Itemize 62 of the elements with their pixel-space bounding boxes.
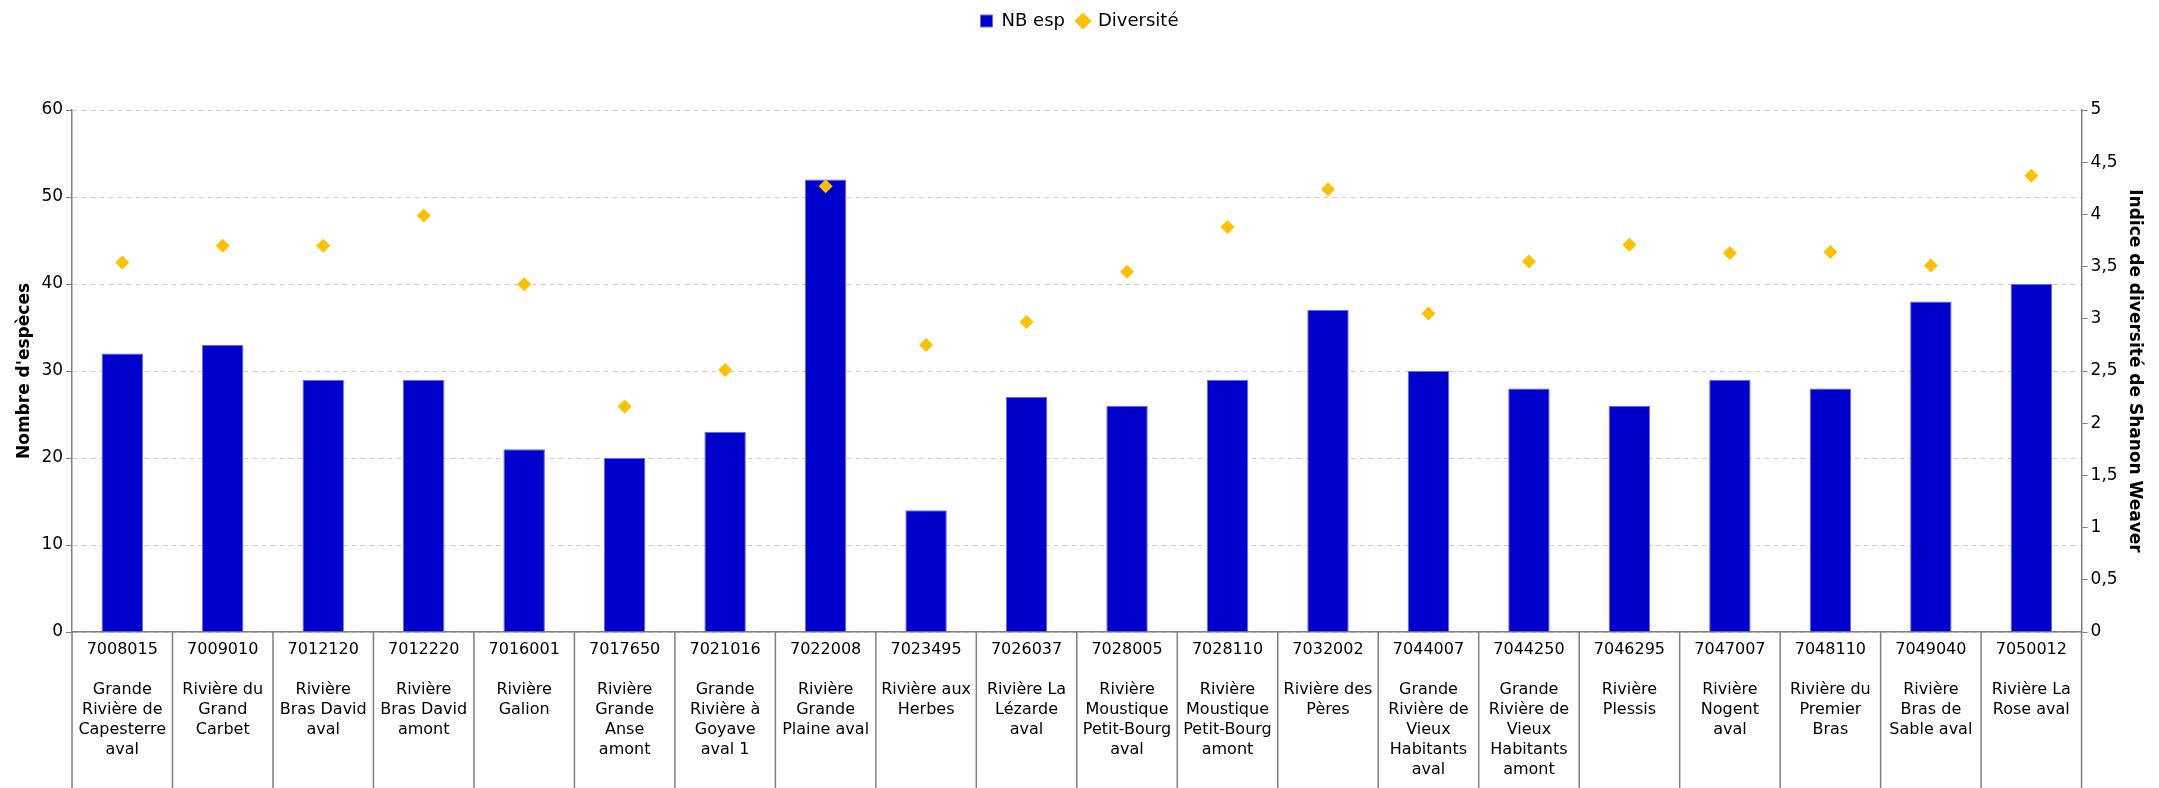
y2-tick-label: 2,5 xyxy=(2090,359,2118,380)
y-tick-label: 20 xyxy=(41,446,64,467)
category-label: 7023495 Rivière aux Herbes xyxy=(881,639,972,719)
category-label: 7012120 Rivière Bras David aval xyxy=(279,639,367,739)
y-tick-label: 10 xyxy=(41,533,64,554)
y2-tick-label: 2 xyxy=(2090,411,2102,432)
category-label: 7046295 Rivière Plessis xyxy=(1593,639,1666,719)
category-label: 7044007 Grande Rivière de Vieux Habitants aval xyxy=(1388,639,1469,779)
legend-label: NB esp xyxy=(1001,8,1065,30)
category-label: 7047007 Rivière Nogent aval xyxy=(1694,639,1766,739)
y2-tick-label: 3,5 xyxy=(2090,255,2118,276)
y2-tick-label: 5 xyxy=(2090,98,2102,119)
category-label: 7044250 Grande Rivière de Vieux Habitants amont xyxy=(1488,639,1570,779)
y2-tick-label: 0,5 xyxy=(2090,568,2118,589)
y2-tick-label: 3 xyxy=(2090,307,2102,328)
point xyxy=(416,208,431,223)
y2-tick-label: 0 xyxy=(2090,620,2102,641)
y-tick-label: 30 xyxy=(41,359,64,380)
y2-tick-label: 1 xyxy=(2090,516,2102,537)
category-label: 7026037 Rivière La Lézarde aval xyxy=(986,639,1067,739)
point xyxy=(617,399,632,414)
category-label: 7009010 Rivière du Grand Carbet xyxy=(182,639,264,739)
y-axis-title: Nombre d'espèces xyxy=(12,282,33,460)
y-tick-label: 60 xyxy=(41,98,64,119)
point xyxy=(1421,306,1436,321)
point xyxy=(1622,237,1637,252)
point xyxy=(1320,182,1335,197)
category-label: 7021016 Grande Rivière à Goyave aval 1 xyxy=(689,639,761,759)
category-label: 7012220 Rivière Bras David amont xyxy=(380,639,468,739)
point xyxy=(919,337,934,352)
point xyxy=(1220,219,1235,234)
point xyxy=(1120,264,1135,279)
category-label: 7022008 Rivière Grande Plaine aval xyxy=(782,639,870,739)
point xyxy=(818,179,833,194)
y-tick-label: 0 xyxy=(52,620,64,641)
point xyxy=(517,277,532,292)
category-label: 7028005 Rivière Moustique Petit-Bourg aval xyxy=(1082,639,1172,759)
category-label: 7050012 Rivière La Rose aval xyxy=(1991,639,2071,719)
category-label: 7032002 Rivière des Pères xyxy=(1283,639,1373,719)
point xyxy=(1722,246,1737,261)
category-label: 7028110 Rivière Moustique Petit-Bourg amont xyxy=(1183,639,1272,759)
category-label: 7016001 Rivière Galion xyxy=(488,639,560,719)
y-tick-label: 50 xyxy=(41,185,64,206)
y2-tick-label: 4 xyxy=(2090,202,2102,223)
point xyxy=(2024,168,2039,183)
point xyxy=(1823,244,1838,259)
category-label: 7017650 Rivière Grande Anse amont xyxy=(589,639,661,759)
y2-tick-label: 4,5 xyxy=(2090,150,2118,171)
category-label: 7049040 Rivière Bras de Sable aval xyxy=(1889,639,1973,739)
y2-axis-title: Indice de diversité de Shanon Weaver xyxy=(2126,189,2147,554)
point xyxy=(718,362,733,377)
category-label: 7048110 Rivière du Premier Bras xyxy=(1789,639,1871,739)
point xyxy=(215,238,230,253)
legend-label: Diversité xyxy=(1097,8,1179,30)
category-label: 7008015 Grande Rivière de Capesterre aval xyxy=(78,639,167,759)
y2-tick-label: 1,5 xyxy=(2090,463,2118,484)
point xyxy=(115,255,130,270)
point xyxy=(1019,314,1034,329)
y-tick-label: 40 xyxy=(41,272,64,293)
point xyxy=(1923,258,1938,273)
point xyxy=(1521,254,1536,269)
point xyxy=(316,238,331,253)
